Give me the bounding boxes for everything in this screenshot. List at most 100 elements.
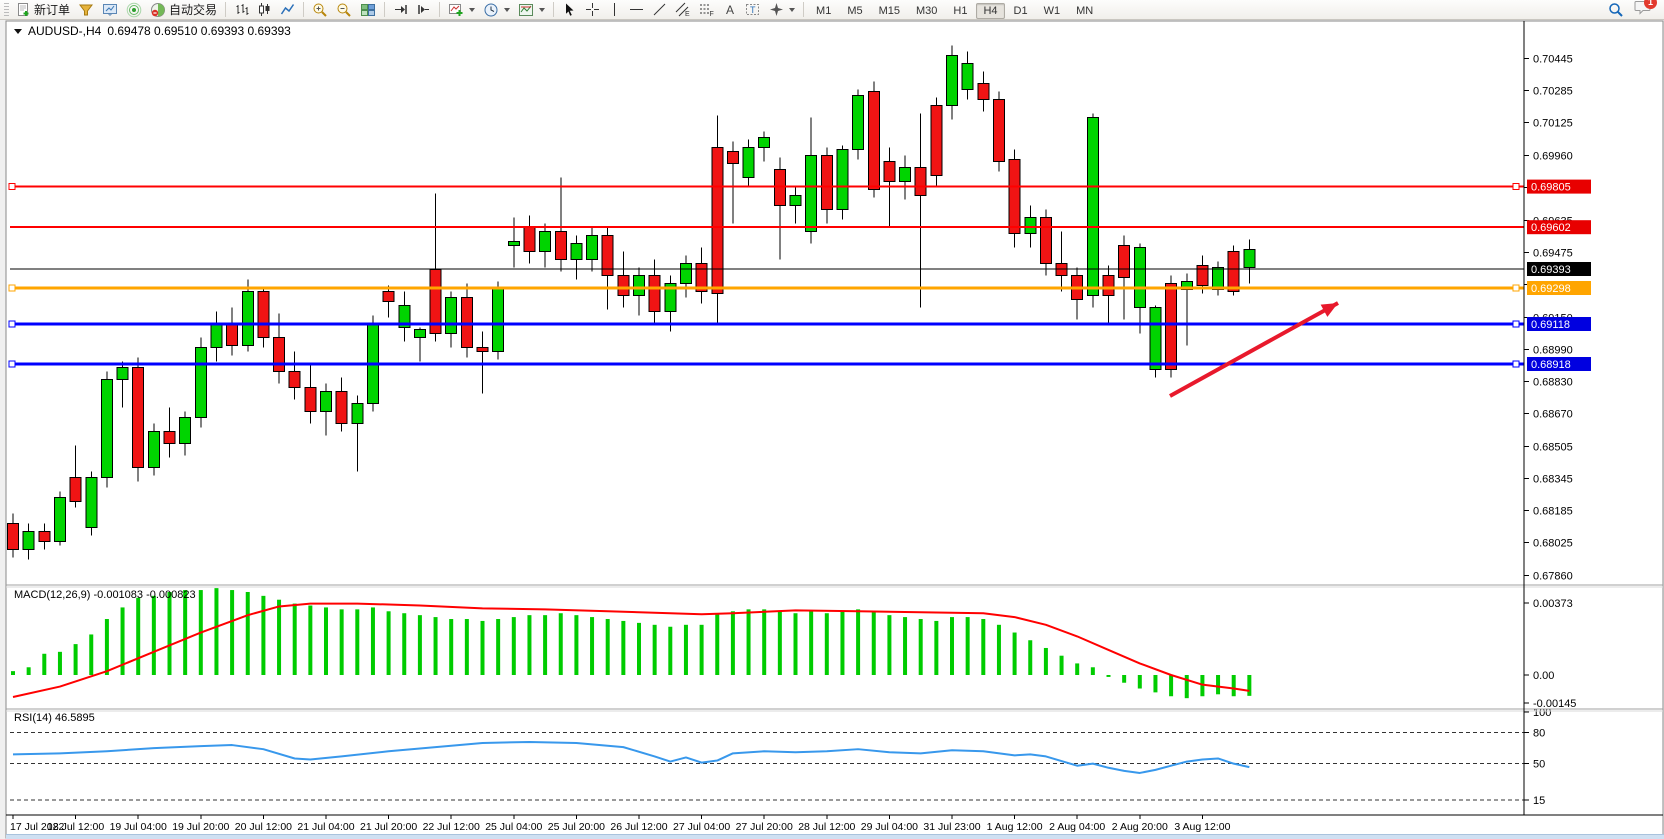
zoom-in-button[interactable] bbox=[308, 1, 332, 19]
time-tick-label: 3 Aug 12:00 bbox=[1174, 821, 1230, 833]
macd-name: MACD(12,26,9) bbox=[14, 589, 91, 601]
line-handle[interactable] bbox=[1512, 320, 1520, 328]
new-order-button[interactable]: 新订单 bbox=[12, 1, 74, 19]
toolbar-separator bbox=[303, 2, 305, 17]
timeframe-button-d1[interactable]: D1 bbox=[1013, 4, 1028, 17]
text-icon: A bbox=[726, 3, 734, 17]
rsi-pane: 100 80 50 15 bbox=[10, 707, 1551, 807]
toolbar-grip-handle[interactable] bbox=[4, 2, 9, 17]
chevron-down-icon bbox=[539, 7, 546, 12]
styler-button[interactable] bbox=[74, 1, 98, 19]
bar-chart-icon bbox=[236, 4, 249, 15]
macd-values: -0.001083 -0.000823 bbox=[93, 589, 196, 601]
crosshair-tool-button[interactable] bbox=[581, 1, 604, 19]
time-tick-label: 2 Aug 20:00 bbox=[1112, 821, 1168, 833]
time-tick-label: 1 Aug 12:00 bbox=[987, 821, 1043, 833]
zoom-out-button[interactable] bbox=[332, 1, 356, 19]
time-tick-label: 27 Jul 20:00 bbox=[736, 821, 793, 833]
chart-shift-icon bbox=[418, 5, 430, 14]
line-handle[interactable] bbox=[8, 183, 16, 191]
chart-dropdown-icon[interactable] bbox=[14, 28, 22, 34]
trendline-tool-button[interactable] bbox=[648, 1, 671, 19]
template-icon bbox=[519, 3, 534, 16]
bar-chart-button[interactable] bbox=[230, 1, 253, 19]
cursor-tool-button[interactable] bbox=[558, 1, 581, 19]
horizontal-line-objects[interactable] bbox=[8, 183, 1524, 368]
candlestick-chart-button[interactable] bbox=[253, 1, 276, 19]
arrows-icon bbox=[770, 3, 784, 16]
arrows-tool-button[interactable] bbox=[765, 1, 799, 19]
signal-icon bbox=[126, 2, 142, 17]
notification-count-badge: 1 bbox=[1644, 0, 1657, 9]
timeframe-button-m15[interactable]: M15 bbox=[878, 4, 900, 17]
fibonacci-tool-button[interactable]: F bbox=[695, 1, 719, 19]
chevron-down-icon bbox=[469, 7, 476, 12]
auto-trading-button[interactable]: 自动交易 bbox=[146, 1, 221, 19]
timeframe-button-mn[interactable]: MN bbox=[1076, 4, 1094, 17]
line-chart-button[interactable] bbox=[276, 1, 299, 19]
price-badge-label: 0.69393 bbox=[1531, 264, 1571, 276]
auto-trading-icon bbox=[151, 2, 166, 17]
search-button[interactable] bbox=[1604, 1, 1628, 19]
line-handle[interactable] bbox=[1512, 183, 1520, 191]
price-badge-label: 0.69602 bbox=[1531, 222, 1571, 234]
text-label-icon: T bbox=[746, 4, 760, 15]
line-handle[interactable] bbox=[1512, 360, 1520, 368]
auto-scroll-button[interactable] bbox=[389, 1, 412, 19]
line-handle[interactable] bbox=[8, 360, 16, 368]
monitor-icon bbox=[103, 3, 118, 16]
svg-text:A: A bbox=[726, 3, 734, 17]
time-tick-label: 22 Jul 12:00 bbox=[423, 821, 480, 833]
auto-trading-label: 自动交易 bbox=[169, 3, 218, 17]
svg-text:F: F bbox=[710, 11, 714, 17]
price-badge-label: 0.69805 bbox=[1531, 182, 1571, 194]
new-order-label: 新订单 bbox=[34, 3, 71, 17]
tile-windows-button[interactable] bbox=[356, 1, 380, 19]
price-axis: 0.704450.702850.701250.699600.698000.696… bbox=[1524, 54, 1591, 583]
text-label-tool-button[interactable]: T bbox=[741, 1, 765, 19]
time-tick-label: 20 Jul 12:00 bbox=[235, 821, 292, 833]
market-watch-button[interactable] bbox=[98, 1, 122, 19]
time-tick-label: 31 Jul 23:00 bbox=[923, 821, 980, 833]
timeframe-button-m1[interactable]: M1 bbox=[816, 4, 832, 17]
template-button[interactable] bbox=[514, 1, 549, 19]
macd-pane: 0.00373 0.00 -0.00145 bbox=[11, 588, 1576, 710]
timeframe-button-h1[interactable]: H1 bbox=[953, 4, 968, 17]
line-handle[interactable] bbox=[1512, 284, 1520, 292]
timeframe-menu-button[interactable] bbox=[479, 1, 514, 19]
time-tick-label: 19 Jul 04:00 bbox=[110, 821, 167, 833]
rsi-value: 46.5895 bbox=[54, 712, 95, 724]
indicators-button[interactable] bbox=[444, 1, 479, 19]
cursor-icon bbox=[566, 3, 574, 16]
chart-title: AUDUSD-,H4 0.69478 0.69510 0.69393 0.693… bbox=[14, 24, 291, 38]
timeframe-button-m5[interactable]: M5 bbox=[847, 4, 863, 17]
timeframe-button-h4[interactable]: H4 bbox=[976, 2, 1005, 19]
rsi-name: RSI(14) bbox=[14, 712, 52, 724]
equidistant-channel-icon: E bbox=[675, 2, 690, 17]
text-tool-button[interactable]: A bbox=[719, 1, 741, 19]
chart-shift-button[interactable] bbox=[412, 1, 435, 19]
trendline-icon bbox=[653, 3, 666, 16]
time-tick-label: 18 Jul 12:00 bbox=[47, 821, 104, 833]
line-handle[interactable] bbox=[8, 284, 16, 292]
trend-arrow[interactable] bbox=[1169, 301, 1339, 398]
price-tick-label: 0.68990 bbox=[1533, 345, 1573, 357]
notifications-button[interactable]: 1 bbox=[1634, 0, 1657, 19]
rsi-line bbox=[12, 740, 1250, 774]
horizontal-line-tool-button[interactable] bbox=[625, 1, 648, 19]
time-tick-label: 2 Aug 04:00 bbox=[1049, 821, 1105, 833]
timeframe-button-w1[interactable]: W1 bbox=[1043, 4, 1061, 17]
signals-button[interactable] bbox=[122, 1, 146, 19]
channel-tool-button[interactable]: E bbox=[671, 1, 695, 19]
auto-scroll-icon bbox=[395, 5, 407, 14]
svg-text:E: E bbox=[685, 11, 690, 17]
price-badge bbox=[1527, 179, 1591, 194]
vertical-line-tool-button[interactable] bbox=[604, 1, 625, 19]
line-handle[interactable] bbox=[8, 320, 16, 328]
price-tick-label: 0.70125 bbox=[1533, 118, 1573, 130]
zoom-in-icon bbox=[313, 3, 327, 17]
line-chart-icon bbox=[280, 4, 295, 15]
timeframe-button-m30[interactable]: M30 bbox=[916, 4, 938, 17]
price-badge bbox=[1527, 262, 1591, 276]
